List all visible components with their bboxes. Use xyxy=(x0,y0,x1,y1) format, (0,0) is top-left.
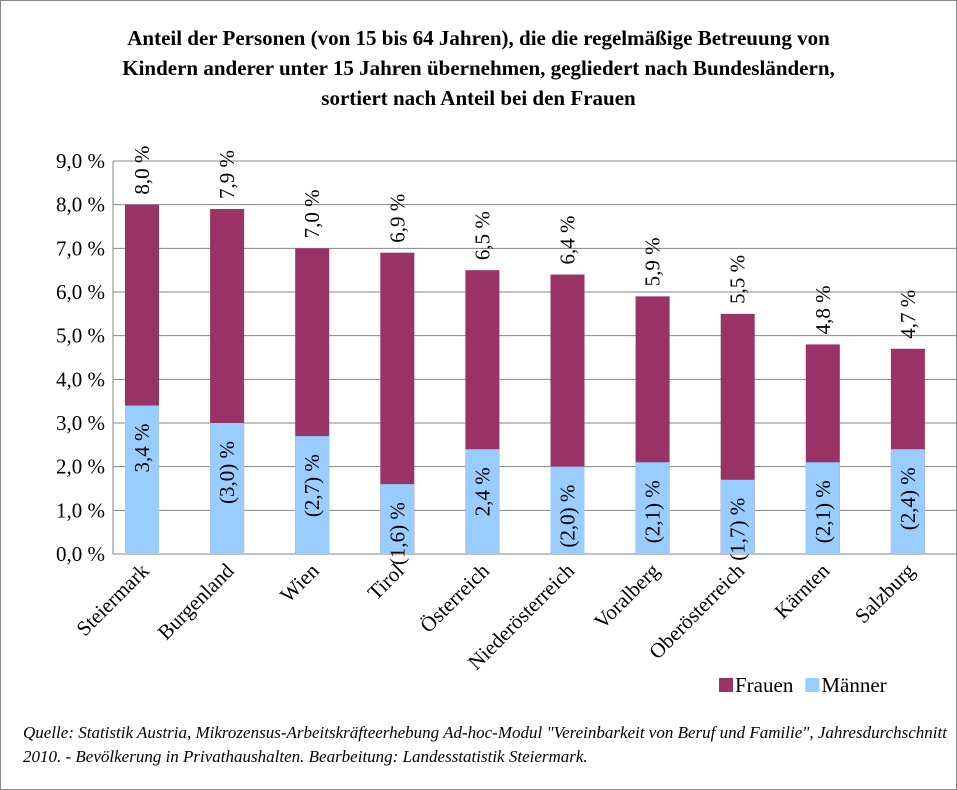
y-tick-label: 8,0 % xyxy=(56,193,105,217)
bar xyxy=(635,462,670,554)
legend-label: Frauen xyxy=(735,673,794,697)
value-label: 4,7 % xyxy=(896,290,920,339)
y-tick-label: 4,0 % xyxy=(56,367,105,391)
value-label: (2,4) % xyxy=(896,467,920,530)
bar xyxy=(210,423,245,554)
y-tick-label: 6,0 % xyxy=(56,280,105,304)
x-tick-label: Steiermark xyxy=(71,558,153,640)
value-label: 6,4 % xyxy=(556,216,580,265)
value-label: (2,1) % xyxy=(641,480,665,543)
y-tick-label: 1,0 % xyxy=(56,498,105,522)
value-label: 5,5 % xyxy=(726,255,750,304)
legend-label: Männer xyxy=(821,673,886,697)
value-label: 7,0 % xyxy=(300,189,324,238)
value-label: (3,0) % xyxy=(215,441,239,504)
x-tick-label: Burgenland xyxy=(153,558,239,644)
x-tick-label: Kärnten xyxy=(770,558,835,623)
x-tick-label: Voralberg xyxy=(589,558,664,633)
value-label: (1,7) % xyxy=(726,498,750,561)
y-tick-label: 9,0 % xyxy=(56,149,105,173)
value-label: (1,6) % xyxy=(385,502,409,565)
legend-swatch xyxy=(805,678,820,692)
y-tick-label: 3,0 % xyxy=(56,411,105,435)
legend-swatch xyxy=(719,678,733,692)
chart-title: Anteil der Personen (von 15 bis 64 Jahre… xyxy=(122,26,835,110)
value-label: (2,0) % xyxy=(556,485,580,548)
bar xyxy=(805,462,840,554)
bar xyxy=(465,449,500,554)
value-label: 7,9 % xyxy=(215,150,239,199)
value-label: 8,0 % xyxy=(130,146,154,195)
y-tick-label: 0,0 % xyxy=(56,542,105,566)
value-label: 3,4 % xyxy=(130,424,154,473)
bar xyxy=(295,436,330,554)
bar xyxy=(890,449,925,554)
bar xyxy=(125,405,159,554)
value-label: (2,1) % xyxy=(811,480,835,543)
x-tick-label: Wien xyxy=(275,558,324,607)
bar xyxy=(380,484,415,554)
bar xyxy=(720,479,755,554)
x-tick-label: Österreich xyxy=(415,558,494,637)
value-label: 6,9 % xyxy=(385,194,409,243)
y-tick-label: 7,0 % xyxy=(56,236,105,260)
x-tick-label: Salzburg xyxy=(850,558,920,628)
source-note: Quelle: Statistik Austria, Mikrozensus-A… xyxy=(23,723,947,766)
bar xyxy=(550,466,585,554)
value-label: (2,7) % xyxy=(300,454,324,517)
y-tick-label: 2,0 % xyxy=(56,455,105,479)
value-label: 4,8 % xyxy=(811,285,835,334)
y-tick-label: 5,0 % xyxy=(56,324,105,348)
value-label: 6,5 % xyxy=(470,211,494,260)
value-label: 2,4 % xyxy=(470,467,494,516)
value-label: 5,9 % xyxy=(641,237,665,286)
